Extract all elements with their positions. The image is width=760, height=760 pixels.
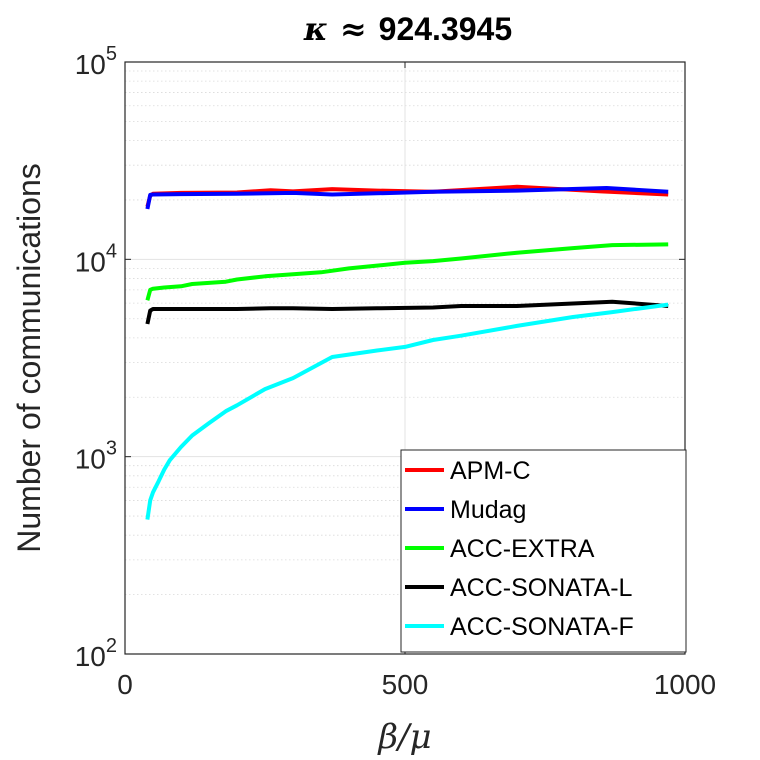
chart-title: κ ≈ 924.3945: [303, 10, 512, 48]
legend-label: ACC-SONATA-L: [450, 574, 633, 602]
legend-label: ACC-EXTRA: [450, 535, 595, 563]
series-layer: [145, 184, 669, 520]
x-tick-label: 1000: [654, 669, 716, 700]
y-tick-label: 105: [75, 43, 117, 80]
y-tick-labels: 102 103 104 105: [75, 43, 117, 672]
title-relation: ≈: [340, 10, 367, 48]
y-tick-label: 102: [75, 635, 117, 672]
x-tick-label: 0: [117, 669, 133, 700]
series-line-acc-sonata-l: [145, 299, 669, 325]
x-tick-labels: 0 500 1000: [117, 669, 716, 700]
series-line-acc-sonata-f: [145, 302, 669, 520]
x-tick-label: 500: [382, 669, 429, 700]
y-axis-label: Number of communications: [11, 163, 47, 552]
title-symbol: κ: [303, 10, 328, 48]
ticks: [124, 61, 686, 655]
legend-label: ACC-SONATA-F: [450, 613, 634, 641]
legend-box: [400, 449, 687, 653]
legend: APM-C Mudag ACC-EXTRA ACC-SONATA-L ACC-SONAT…: [400, 449, 687, 653]
y-tick-label: 104: [75, 240, 117, 277]
series-line-acc-extra: [145, 242, 669, 301]
legend-label: Mudag: [450, 496, 526, 524]
legend-label: APM-C: [450, 457, 531, 485]
y-tick-label: 103: [75, 438, 117, 475]
x-axis-label: β/μ: [376, 717, 431, 757]
series-line-mudag: [145, 186, 669, 210]
title-value: 924.3945: [379, 11, 512, 47]
